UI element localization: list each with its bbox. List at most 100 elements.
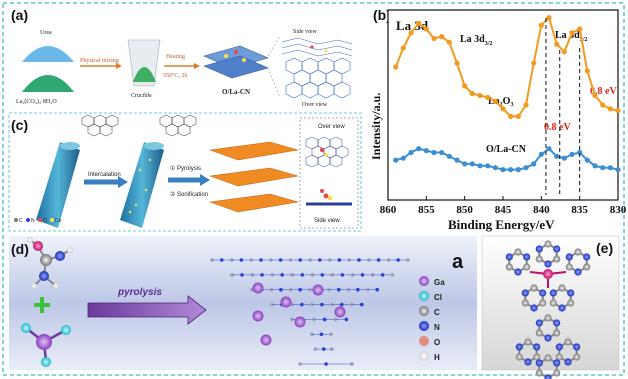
atom — [31, 283, 37, 289]
over-view-label: Over view — [302, 102, 328, 108]
data-point — [554, 153, 560, 159]
data-point — [446, 39, 452, 45]
side-view-label-c: Side view — [314, 218, 340, 224]
peak-label-3-2: La 3d3/2 — [460, 34, 492, 47]
data-point — [577, 26, 583, 32]
data-point — [538, 151, 544, 157]
product-dot — [234, 50, 238, 54]
data-point — [546, 146, 552, 152]
data-point — [584, 157, 590, 163]
data-point — [454, 157, 460, 163]
product-dot — [242, 58, 246, 62]
ring-atom — [523, 253, 531, 261]
panel-c-label: (c) — [11, 117, 28, 133]
intercalated-dots — [128, 158, 152, 214]
lattice-atom — [390, 273, 395, 277]
plus-sign-v — [40, 297, 44, 313]
ring-atom — [573, 353, 581, 361]
ring-atom — [558, 284, 566, 292]
data-point — [554, 41, 560, 47]
nanotube-1 — [36, 142, 80, 228]
data-point — [492, 98, 498, 104]
over-view-atom — [320, 148, 324, 152]
zoom-line — [267, 67, 281, 99]
ring-atom — [521, 289, 529, 297]
x-tick-label: 860 — [380, 204, 397, 216]
data-point — [408, 30, 414, 36]
data-point — [515, 167, 521, 173]
ga-atom — [280, 296, 292, 308]
data-point — [439, 34, 445, 40]
panel-a: (a) Urea La₂(CO₃)₃·8H₂O Physical mixing … — [11, 7, 353, 108]
mixing-arrowhead — [116, 63, 122, 69]
ring-atom — [535, 359, 543, 367]
atom — [67, 247, 73, 253]
ring-atom — [524, 358, 532, 366]
ring-atom — [530, 284, 538, 292]
data-point — [439, 149, 445, 156]
side-view-atom — [324, 49, 328, 53]
atom — [33, 241, 43, 251]
ring-atom — [553, 255, 561, 263]
ring-atom — [549, 289, 557, 297]
ring-atom — [564, 338, 572, 346]
zoom-line — [267, 35, 281, 57]
x-tick-label: 850 — [456, 204, 473, 216]
crucible-label: Crucible — [131, 93, 152, 99]
data-point — [500, 167, 506, 173]
data-point — [615, 108, 621, 114]
lattice-atom — [329, 332, 333, 337]
legend-d-item: Cl — [434, 293, 442, 302]
data-point — [423, 26, 429, 32]
data-point — [400, 155, 406, 161]
heating-arrowhead — [194, 63, 200, 69]
data-point — [561, 155, 567, 161]
data-point — [600, 165, 606, 171]
crucible-fill — [133, 67, 156, 82]
x-tick-label: 840 — [533, 204, 550, 216]
ring-atom — [544, 374, 552, 379]
ring-atom — [565, 253, 573, 261]
panel-d: (d) pyrolys — [9, 236, 477, 370]
x-tick-label: 830 — [610, 204, 627, 216]
x-tick-label: 835 — [571, 204, 588, 216]
data-point — [408, 149, 414, 156]
ring-atom — [574, 248, 582, 256]
legend-c-item: O — [43, 218, 47, 224]
data-point — [393, 64, 399, 70]
data-point — [569, 30, 575, 36]
data-point — [492, 165, 498, 171]
data-point — [469, 161, 475, 167]
data-point — [546, 15, 552, 21]
ring-atom — [567, 289, 575, 297]
ring-atom — [535, 369, 543, 377]
series-label-top: La₂O₃ — [488, 96, 513, 107]
data-point — [523, 165, 529, 171]
atom — [53, 283, 59, 289]
data-point — [477, 92, 483, 99]
lattice-thumb — [81, 114, 197, 137]
data-point — [485, 163, 491, 169]
heptazine-structure — [505, 240, 591, 379]
data-point — [592, 163, 598, 169]
data-point — [538, 22, 544, 28]
x-tick-label: 855 — [418, 204, 435, 216]
nanosheet-3 — [209, 193, 299, 213]
data-point — [508, 113, 514, 119]
ring-atom — [549, 299, 557, 307]
peak-label-3-2-sub: 3/2 — [485, 41, 493, 47]
data-point — [561, 49, 567, 55]
ring-atom — [555, 353, 563, 361]
data-point — [462, 83, 468, 89]
atom — [36, 334, 52, 350]
precursor-label: La₂(CO₃)₃·8H₂O — [16, 98, 57, 105]
data-point — [615, 167, 621, 173]
data-point — [431, 149, 437, 156]
legend-c-item: Ce — [55, 218, 62, 224]
ring-atom — [544, 260, 552, 268]
data-point — [607, 106, 613, 112]
ga-atom — [294, 316, 306, 328]
ring-atom — [535, 329, 543, 337]
ring-atom — [558, 304, 566, 312]
